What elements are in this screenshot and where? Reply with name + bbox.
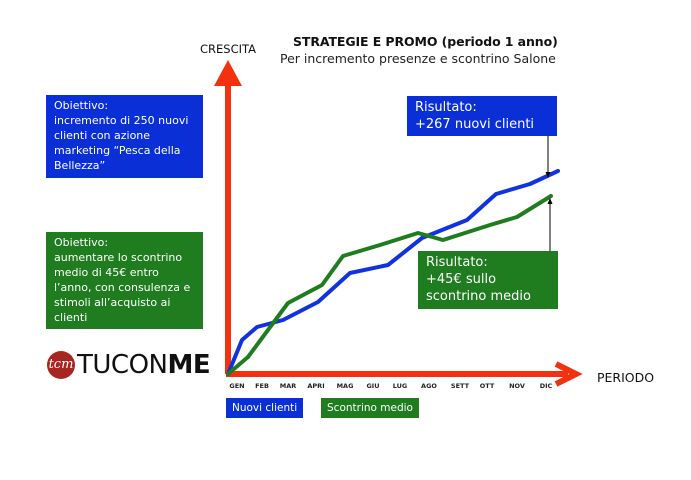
x-axis-label: PERIODO bbox=[597, 370, 655, 385]
result-line: Risultato: bbox=[426, 255, 488, 270]
x-tick-label: LUG bbox=[392, 382, 408, 390]
goal-line: marketing “Pesca della bbox=[54, 144, 181, 157]
goal-line: Obiettivo: bbox=[54, 236, 109, 249]
x-tick-label: NOV bbox=[509, 382, 525, 390]
logo-text-light: TUCON bbox=[77, 350, 168, 380]
x-tick-label: MAG bbox=[336, 382, 354, 390]
legend-item-nuovi-clienti: Nuovi clienti bbox=[226, 398, 304, 418]
x-tick-label: FEB bbox=[255, 382, 269, 390]
x-tick-label: OTT bbox=[479, 382, 495, 390]
y-axis-label: CRESCITA bbox=[200, 42, 257, 56]
x-tick-label: GEN bbox=[229, 382, 245, 390]
result-box-nuovi-clienti: Risultato: +267 nuovi clienti bbox=[407, 96, 557, 136]
result-line: +45€ sullo bbox=[426, 272, 497, 287]
goal-line: medio di 45€ entro bbox=[54, 266, 159, 279]
logo-wordmark: TUCONME bbox=[77, 348, 211, 382]
goal-line: Obiettivo: bbox=[54, 99, 109, 112]
x-tick-label: SETT bbox=[450, 382, 470, 390]
goal-box-scontrino-medio: Obiettivo: aumentare lo scontrino medio … bbox=[46, 232, 203, 329]
x-tick-label: DIC bbox=[539, 382, 553, 390]
chart-subtitle: Per incremento presenze e scontrino Salo… bbox=[280, 51, 556, 66]
goal-line: clienti con azione bbox=[54, 129, 151, 142]
logo-mark-icon: tcm bbox=[47, 351, 75, 379]
pointer-arrowhead-icon bbox=[547, 198, 553, 204]
goal-line: aumentare lo scontrino bbox=[54, 251, 183, 264]
x-axis-arrow-icon bbox=[554, 361, 583, 387]
series-line-nuovi-clienti bbox=[226, 169, 560, 376]
result-line: +267 nuovi clienti bbox=[415, 117, 535, 132]
goal-line: l’anno, con consulenza e bbox=[54, 281, 191, 294]
logo-text-bold: ME bbox=[167, 350, 211, 380]
goal-line: stimoli all’acquisto ai bbox=[54, 296, 171, 309]
result-line: scontrino medio bbox=[426, 289, 531, 304]
chart-title: STRATEGIE E PROMO (periodo 1 anno) bbox=[293, 34, 558, 49]
y-axis-arrow-icon bbox=[214, 60, 242, 86]
x-tick-label: APRI bbox=[307, 382, 325, 390]
x-tick-label: AGO bbox=[421, 382, 437, 390]
pointer-arrowhead-icon bbox=[545, 172, 551, 178]
result-line: Risultato: bbox=[415, 100, 477, 115]
series-line-scontrino-medio bbox=[226, 194, 553, 376]
goal-line: clienti bbox=[54, 311, 88, 324]
result-box-scontrino-medio: Risultato: +45€ sullo scontrino medio bbox=[418, 251, 558, 309]
x-tick-label: GIU bbox=[366, 382, 380, 390]
x-tick-label: MAR bbox=[279, 382, 297, 390]
goal-line: Bellezza” bbox=[54, 159, 106, 172]
goal-line: incremento di 250 nuovi bbox=[54, 114, 189, 127]
legend-item-scontrino-medio: Scontrino medio bbox=[321, 398, 419, 418]
goal-box-nuovi-clienti: Obiettivo: incremento di 250 nuovi clien… bbox=[46, 95, 203, 178]
